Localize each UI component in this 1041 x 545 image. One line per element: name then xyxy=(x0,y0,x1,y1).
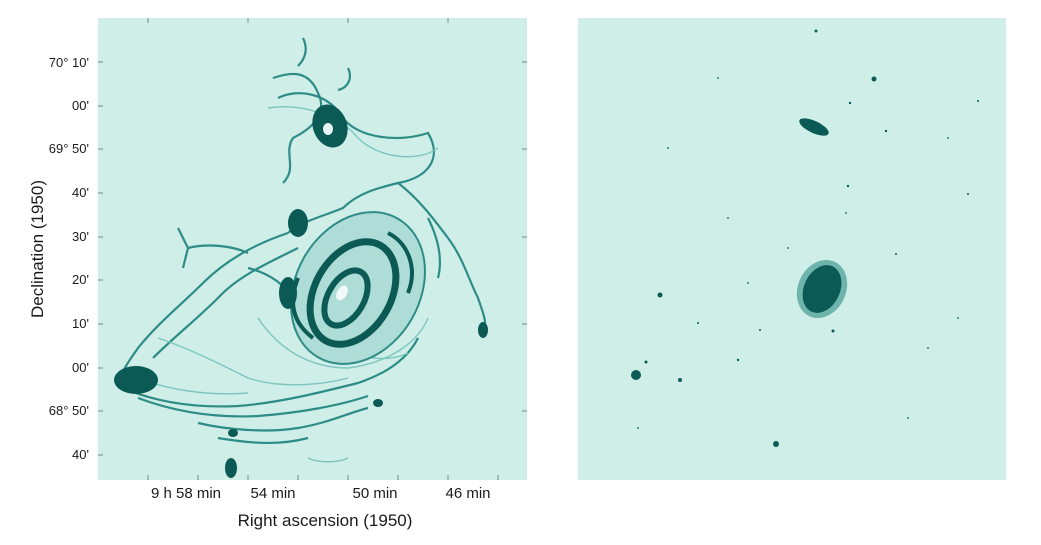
clump-center xyxy=(323,123,333,135)
ytick-label: 00' xyxy=(72,98,89,113)
ytick-label: 70° 10' xyxy=(48,55,89,70)
ytick-label: 20' xyxy=(72,272,89,287)
gas-clumps xyxy=(114,104,488,478)
optical-image-panel xyxy=(578,18,1006,480)
ytick-label: 69° 50' xyxy=(48,141,89,156)
main-galaxy xyxy=(796,259,848,319)
x-axis-title: Right ascension (1950) xyxy=(237,511,413,530)
ytick-label: 30' xyxy=(72,229,89,244)
ytick-label: 40' xyxy=(72,185,89,200)
xtick-label: 50 min xyxy=(352,485,398,502)
xtick-label: 54 min xyxy=(250,485,296,502)
xtick-label: 46 min xyxy=(445,485,491,502)
ytick-label: 68° 50' xyxy=(48,403,89,418)
xtick-label: 9 h 58 min xyxy=(150,485,222,502)
central-galaxy-gas xyxy=(290,211,426,365)
gas-contours xyxy=(120,37,487,444)
axis-ticks xyxy=(98,18,527,480)
ytick-label: 00' xyxy=(72,360,89,375)
y-axis-title: Declination (1950) xyxy=(28,180,47,318)
hi-gas-map xyxy=(98,18,527,480)
ytick-label: 10' xyxy=(72,316,89,331)
ytick-label: 40' xyxy=(72,447,89,462)
hi-gas-map-panel xyxy=(98,18,527,480)
stars xyxy=(631,29,979,447)
optical-image xyxy=(631,29,979,447)
edge-on-galaxy xyxy=(799,118,829,136)
